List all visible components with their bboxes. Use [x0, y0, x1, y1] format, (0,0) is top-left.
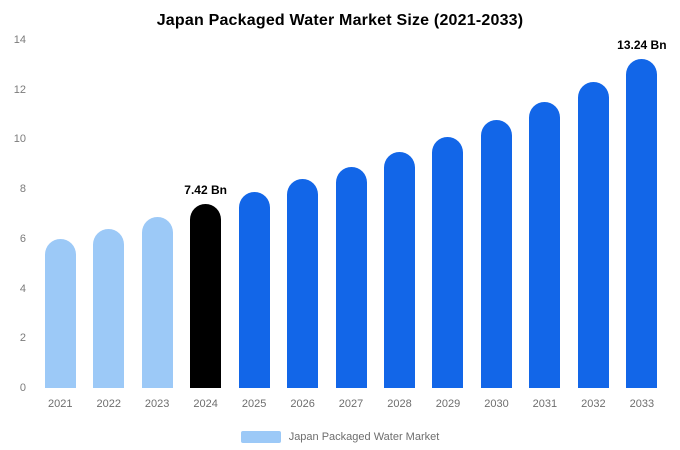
y-tick-label-6: 6 — [19, 232, 26, 245]
bar-slot-2025: 2025 — [230, 40, 278, 410]
bar-2030 — [480, 119, 512, 388]
bar-2029 — [432, 136, 464, 388]
y-tick-label-8: 8 — [19, 183, 26, 196]
bar-slot-2023: 2023 — [133, 40, 181, 410]
bar-2032 — [577, 82, 609, 388]
bar-value-label-2024: 7.42 Bn — [184, 182, 227, 197]
x-tick-label-2026: 2026 — [290, 398, 315, 410]
legend-swatch — [240, 431, 281, 443]
bar-slot-2032: 2032 — [569, 40, 617, 410]
bar-2022 — [93, 228, 125, 388]
bar-2033 — [626, 58, 658, 388]
x-tick-label-2022: 2022 — [96, 398, 121, 410]
x-tick-label-2031: 2031 — [532, 398, 558, 410]
y-tick-label-4: 4 — [19, 282, 26, 295]
x-tick-label-2027: 2027 — [338, 398, 364, 410]
bar-slot-2027: 2027 — [327, 40, 375, 410]
bar-2031 — [529, 102, 561, 388]
x-tick-label-2021: 2021 — [47, 398, 73, 410]
bar-slot-2028: 2028 — [375, 40, 423, 410]
legend-label: Japan Packaged Water Market — [288, 431, 440, 443]
legend: Japan Packaged Water Market — [0, 431, 680, 443]
chart-title: Japan Packaged Water Market Size (2021-2… — [156, 12, 524, 29]
x-tick-label-2024: 2024 — [193, 398, 218, 410]
bar-slot-2031: 2031 — [521, 40, 569, 410]
x-tick-label-2029: 2029 — [435, 398, 461, 410]
bar-slot-2030: 2030 — [472, 40, 520, 410]
y-axis: 0 2 4 6 8 10 12 14 — [2, 34, 32, 394]
bar-slot-2029: 2029 — [424, 40, 472, 410]
bar-slot-2026: 2026 — [278, 40, 326, 410]
y-tick-label-2: 2 — [19, 332, 26, 345]
bar-2025 — [238, 191, 270, 388]
plot-wrap: 0 2 4 6 8 10 12 14 2021 2022 2023 7.42 Bn 2024 2025 2… — [14, 34, 667, 410]
x-tick-label-2030: 2030 — [484, 398, 509, 410]
plot-area: 2021 2022 2023 7.42 Bn 2024 2025 2026 2027 2028 2… — [36, 37, 667, 410]
y-tick-label-0: 0 — [19, 382, 26, 394]
x-tick-label-2032: 2032 — [581, 398, 606, 410]
y-tick-label-12: 12 — [13, 83, 26, 96]
bar-2021 — [44, 238, 76, 388]
bar-2024 — [190, 203, 222, 388]
bar-slot-2033: 13.24 Bn 2033 — [617, 37, 667, 410]
bar-slot-2022: 2022 — [84, 40, 132, 410]
bar-2026 — [287, 179, 319, 388]
bar-value-label-2033: 13.24 Bn — [617, 37, 667, 52]
bar-slot-2021: 2021 — [36, 40, 84, 410]
x-tick-label-2028: 2028 — [387, 398, 412, 410]
x-tick-label-2033: 2033 — [629, 398, 655, 410]
y-tick-label-14: 14 — [13, 34, 26, 46]
x-tick-label-2025: 2025 — [241, 398, 267, 410]
bar-2023 — [141, 216, 173, 388]
y-tick-label-10: 10 — [13, 133, 26, 146]
bar-slot-2024: 7.42 Bn 2024 — [181, 40, 229, 410]
x-tick-label-2023: 2023 — [144, 398, 170, 410]
bar-2028 — [384, 151, 416, 388]
bar-2027 — [335, 166, 367, 388]
